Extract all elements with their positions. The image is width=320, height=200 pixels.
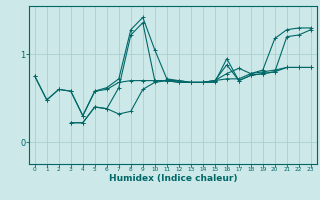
X-axis label: Humidex (Indice chaleur): Humidex (Indice chaleur) (108, 174, 237, 183)
